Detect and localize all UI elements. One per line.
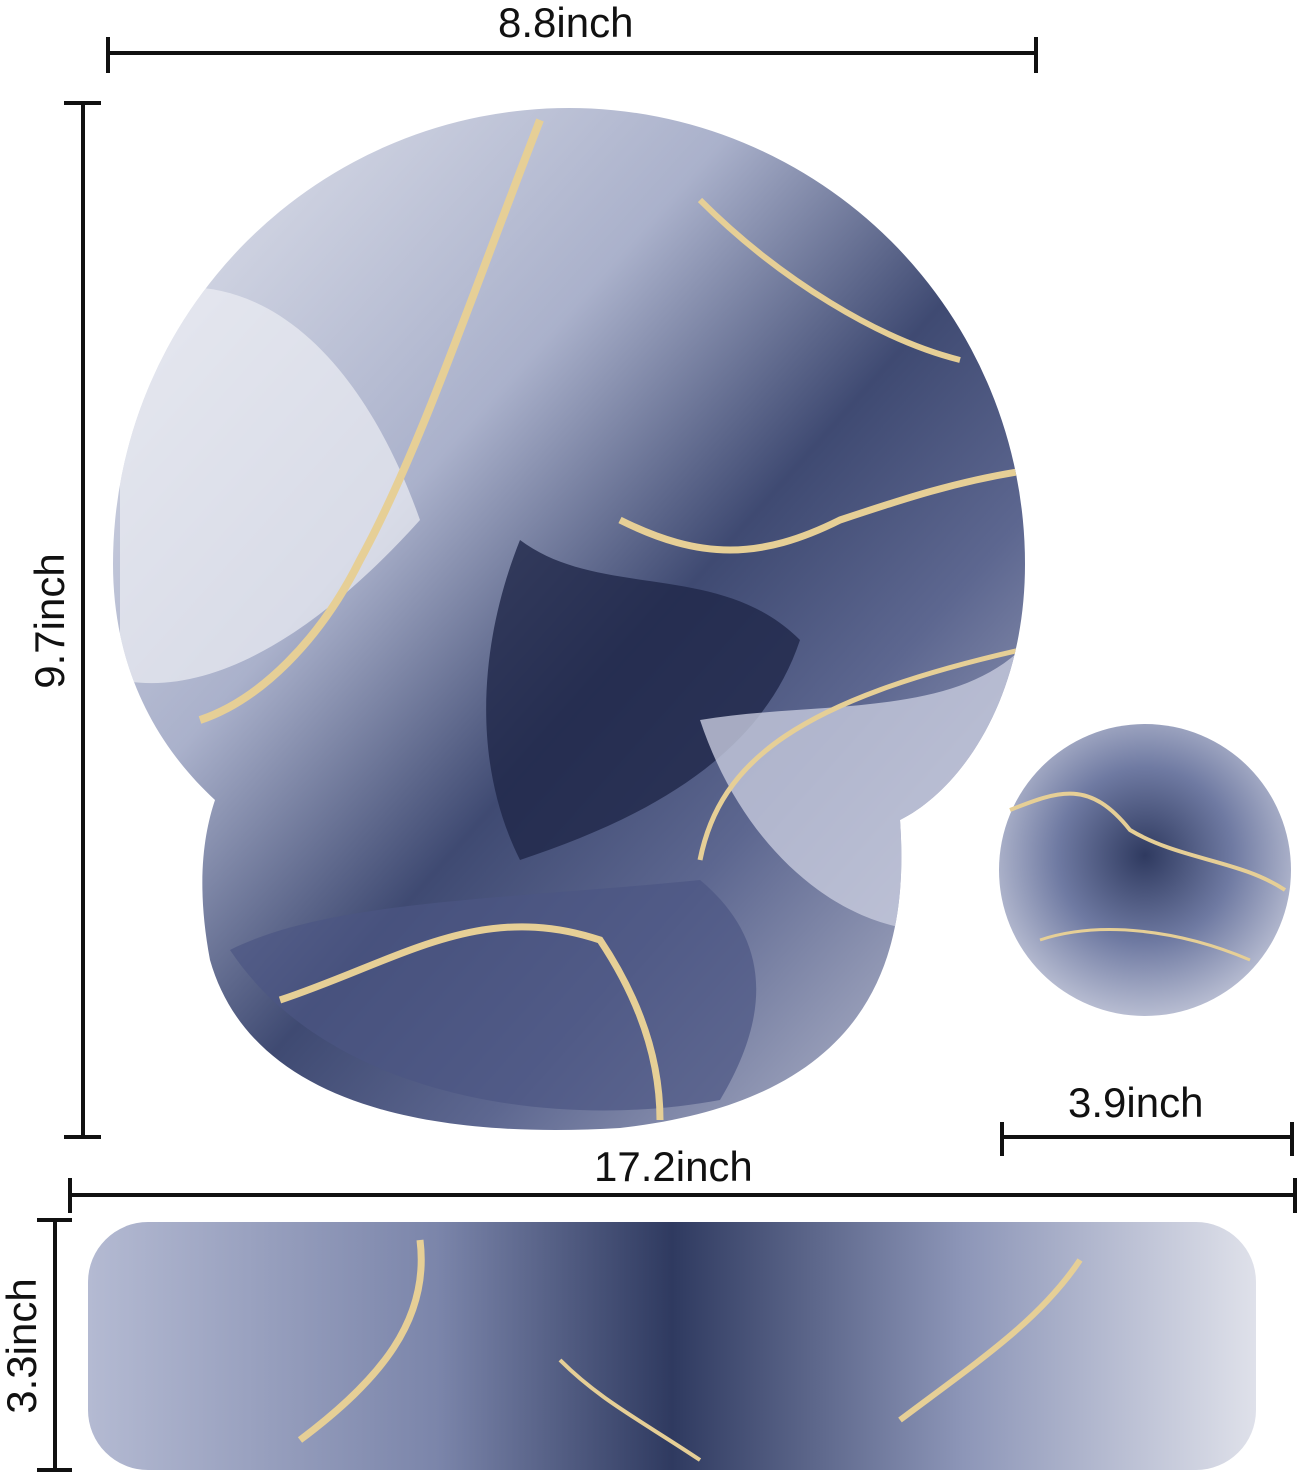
wrist-rest-length-label: 17.2inch bbox=[594, 1143, 753, 1190]
dimension-line-mousepad-width bbox=[106, 37, 1038, 73]
gold-vein bbox=[198, 118, 544, 724]
dimension-line-wrist-height bbox=[37, 1218, 72, 1472]
gold-vein bbox=[618, 466, 1025, 554]
dimension-line-coaster bbox=[1000, 1122, 1294, 1156]
coaster bbox=[999, 724, 1291, 1016]
dimension-line-wrist-length bbox=[68, 1178, 1297, 1213]
wrist-rest-height-label: 3.3inch bbox=[0, 1278, 45, 1414]
wrist-rest bbox=[88, 1222, 1256, 1470]
dimension-line-mousepad-height bbox=[64, 101, 101, 1139]
mouse-pad bbox=[113, 108, 1025, 1131]
coaster-diameter-label: 3.9inch bbox=[1068, 1079, 1204, 1126]
mousepad-width-label: 8.8inch bbox=[498, 0, 634, 46]
gold-vein bbox=[697, 647, 1021, 861]
gold-vein bbox=[278, 923, 664, 1121]
gold-vein bbox=[697, 197, 961, 363]
mousepad-height-label: 9.7inch bbox=[26, 553, 73, 689]
